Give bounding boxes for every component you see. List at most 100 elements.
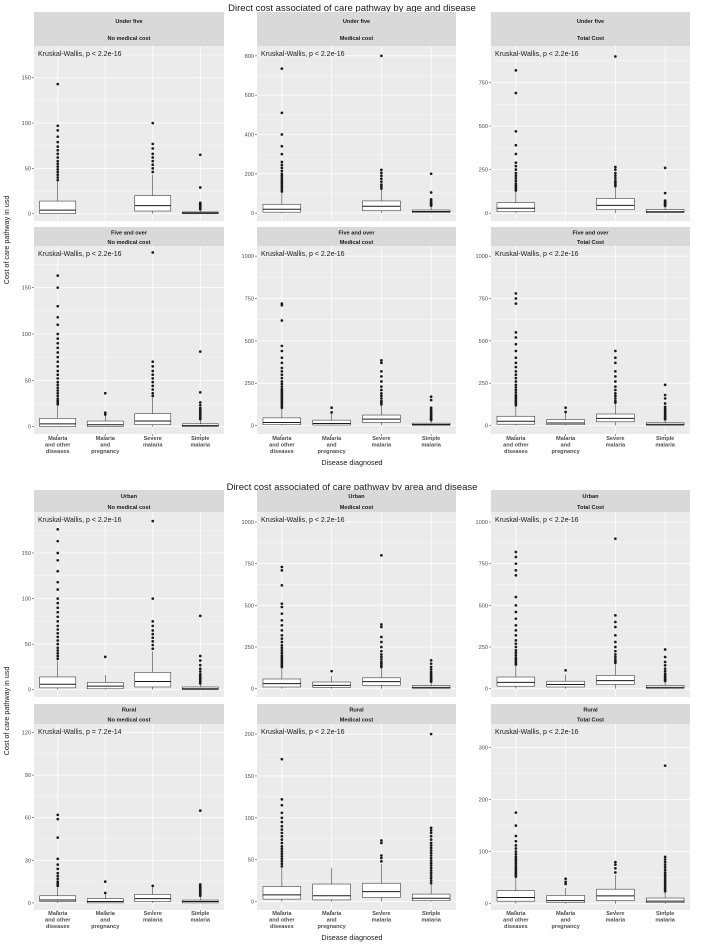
panel-background — [34, 724, 224, 910]
outlier-point — [56, 397, 60, 401]
outlier-point — [56, 173, 60, 177]
stat-annotation: Kruskal-Wallis, p < 2.2e-16 — [38, 51, 122, 58]
box-3 — [596, 537, 635, 689]
box-2 — [546, 406, 585, 426]
outlier-point — [280, 583, 284, 587]
stat-annotation: Kruskal-Wallis, p < 2.2e-16 — [495, 251, 579, 258]
outlier-point — [514, 850, 518, 853]
facet-panel: Five and over No medical cost 0 50 100 150 Kru… — [22, 227, 224, 434]
outlier-point — [380, 385, 383, 388]
strip-label: Medical cost — [340, 240, 374, 246]
outlier-point — [280, 382, 284, 386]
outlier-point — [56, 377, 60, 380]
outlier-point — [56, 124, 60, 128]
outlier-point — [514, 91, 518, 95]
outlier-point — [429, 861, 433, 865]
outlier-point — [280, 648, 284, 652]
outlier-point — [429, 851, 433, 855]
outlier-point — [280, 144, 284, 148]
y-tick-label: 0 — [485, 424, 488, 430]
outlier-point — [380, 645, 383, 649]
outlier-point — [151, 884, 155, 888]
outlier-point — [56, 646, 60, 650]
x-tick-label: Malaria and other diseases — [269, 911, 295, 930]
strip-label: Medical cost — [340, 505, 374, 511]
outlier-point — [614, 863, 617, 867]
outlier-point — [56, 159, 60, 163]
outlier-point — [151, 159, 155, 163]
outlier-point — [614, 380, 617, 383]
outlier-point — [663, 868, 667, 872]
x-tick-label: Malaria and other diseases — [503, 436, 529, 455]
outlier-point — [663, 764, 667, 768]
outlier-point — [151, 384, 155, 388]
y-tick-label: 100 — [479, 850, 488, 856]
outlier-point — [429, 856, 433, 860]
y-tick-label: 1000 — [242, 254, 254, 260]
outlier-point — [614, 860, 617, 864]
outlier-point — [198, 417, 202, 421]
outlier-point — [380, 358, 383, 362]
outlier-point — [56, 152, 60, 156]
outlier-point — [56, 817, 60, 821]
outlier-point — [56, 389, 60, 392]
outlier-point — [151, 632, 155, 636]
outlier-point — [514, 595, 518, 599]
outlier-point — [614, 613, 617, 617]
outlier-point — [663, 393, 667, 397]
strip-label: Under five — [343, 19, 370, 25]
x-axis-title: Disease diagnosed — [321, 458, 382, 467]
outlier-point — [56, 639, 60, 642]
outlier-point — [280, 380, 284, 383]
outlier-point — [198, 663, 202, 667]
outlier-point — [380, 399, 383, 403]
outlier-point — [514, 638, 518, 642]
outlier-point — [56, 355, 60, 359]
outlier-point — [198, 153, 202, 157]
x-tick-label: Malaria and other diseases — [269, 436, 295, 455]
outlier-point — [663, 648, 667, 651]
box-iqr — [596, 675, 635, 685]
outlier-point — [614, 174, 617, 178]
outlier-point — [198, 186, 202, 189]
outlier-point — [280, 834, 284, 838]
outlier-point — [280, 369, 284, 373]
outlier-point — [56, 380, 60, 384]
outlier-point — [614, 168, 617, 171]
outlier-point — [280, 850, 284, 853]
outlier-point — [564, 880, 567, 884]
panel-background — [257, 512, 456, 697]
facet-strip — [491, 12, 690, 46]
outlier-point — [514, 373, 518, 377]
outlier-point — [663, 663, 667, 667]
box-iqr — [645, 897, 685, 903]
outlier-point — [198, 659, 202, 662]
outlier-point — [280, 190, 284, 193]
panel-background — [34, 46, 224, 221]
facet-panel: Urban Medical cost 0 250 500 750 1000 Kruskal-W… — [242, 490, 456, 697]
box-3 — [362, 358, 401, 426]
outlier-point — [663, 858, 667, 861]
outlier-point — [198, 401, 202, 404]
chart-title: Direct cost associated of care pathway b… — [228, 3, 476, 14]
outlier-point — [280, 831, 284, 835]
outlier-point — [614, 388, 617, 392]
outlier-point — [280, 618, 284, 622]
outlier-point — [429, 869, 433, 872]
box-4 — [181, 614, 219, 690]
strip-label: No medical cost — [108, 36, 151, 42]
outlier-point — [514, 383, 518, 387]
outlier-point — [514, 171, 518, 175]
outlier-point — [56, 162, 60, 166]
outlier-point — [380, 174, 383, 178]
box-iqr — [596, 198, 635, 210]
outlier-point — [564, 406, 567, 410]
outlier-point — [514, 568, 518, 572]
outlier-point — [380, 171, 383, 175]
outlier-point — [280, 163, 284, 167]
outlier-point — [280, 178, 284, 182]
box-1 — [496, 550, 536, 689]
outlier-point — [56, 165, 60, 168]
outlier-point — [429, 662, 433, 666]
outlier-point — [151, 373, 155, 377]
